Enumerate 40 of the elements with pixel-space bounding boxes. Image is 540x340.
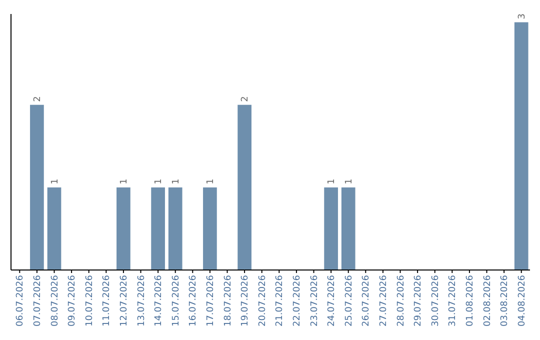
x-tick-label: 02.08.2026 bbox=[482, 274, 493, 327]
x-tick-label: 15.07.2026 bbox=[171, 274, 182, 327]
data-label: 2 bbox=[32, 96, 43, 102]
x-tick-label: 19.07.2026 bbox=[240, 274, 251, 327]
data-label: 3 bbox=[517, 14, 528, 20]
data-label: 1 bbox=[327, 178, 338, 184]
x-tick-label: 13.07.2026 bbox=[136, 274, 147, 327]
x-tick-label: 04.08.2026 bbox=[517, 274, 528, 327]
x-tick-label: 29.07.2026 bbox=[414, 274, 424, 327]
x-tick-label: 11.07.2026 bbox=[102, 274, 112, 327]
x-tick-label: 08.07.2026 bbox=[50, 274, 60, 327]
x-tick-label: 16.07.2026 bbox=[188, 274, 199, 327]
data-label: 1 bbox=[50, 178, 60, 184]
x-tick-label: 03.08.2026 bbox=[500, 274, 510, 327]
x-tick-label: 28.07.2026 bbox=[396, 274, 406, 327]
data-label: 1 bbox=[154, 178, 164, 184]
x-tick-label: 12.07.2026 bbox=[119, 274, 130, 327]
x-tick-label: 20.07.2026 bbox=[258, 274, 268, 327]
x-tick-label: 07.07.2026 bbox=[32, 274, 43, 327]
x-tick-label: 26.07.2026 bbox=[362, 274, 372, 327]
data-label: 1 bbox=[344, 178, 354, 184]
x-tick-label: 14.07.2026 bbox=[154, 274, 164, 327]
x-tick-label: 18.07.2026 bbox=[223, 274, 234, 327]
data-label: 2 bbox=[240, 96, 251, 102]
x-tick-label: 22.07.2026 bbox=[292, 274, 302, 327]
x-tick-label: 21.07.2026 bbox=[275, 274, 286, 327]
x-tick-label: 01.08.2026 bbox=[465, 274, 476, 327]
data-label: 1 bbox=[119, 178, 130, 184]
x-tick-label: 23.07.2026 bbox=[310, 274, 320, 327]
data-label: 1 bbox=[206, 178, 216, 184]
x-tick-label: 06.07.2026 bbox=[16, 274, 26, 327]
x-tick-label: 25.07.2026 bbox=[344, 274, 354, 327]
x-tick-label: 30.07.2026 bbox=[430, 274, 441, 327]
x-tick-label: 24.07.2026 bbox=[327, 274, 338, 327]
x-tick-label: 17.07.2026 bbox=[206, 274, 216, 327]
x-tick-label: 31.07.2026 bbox=[448, 274, 458, 327]
x-tick-label: 09.07.2026 bbox=[68, 274, 78, 327]
x-tick-label: 27.07.2026 bbox=[378, 274, 389, 327]
data-label: 1 bbox=[171, 178, 182, 184]
x-tick-label: 10.07.2026 bbox=[84, 274, 95, 327]
